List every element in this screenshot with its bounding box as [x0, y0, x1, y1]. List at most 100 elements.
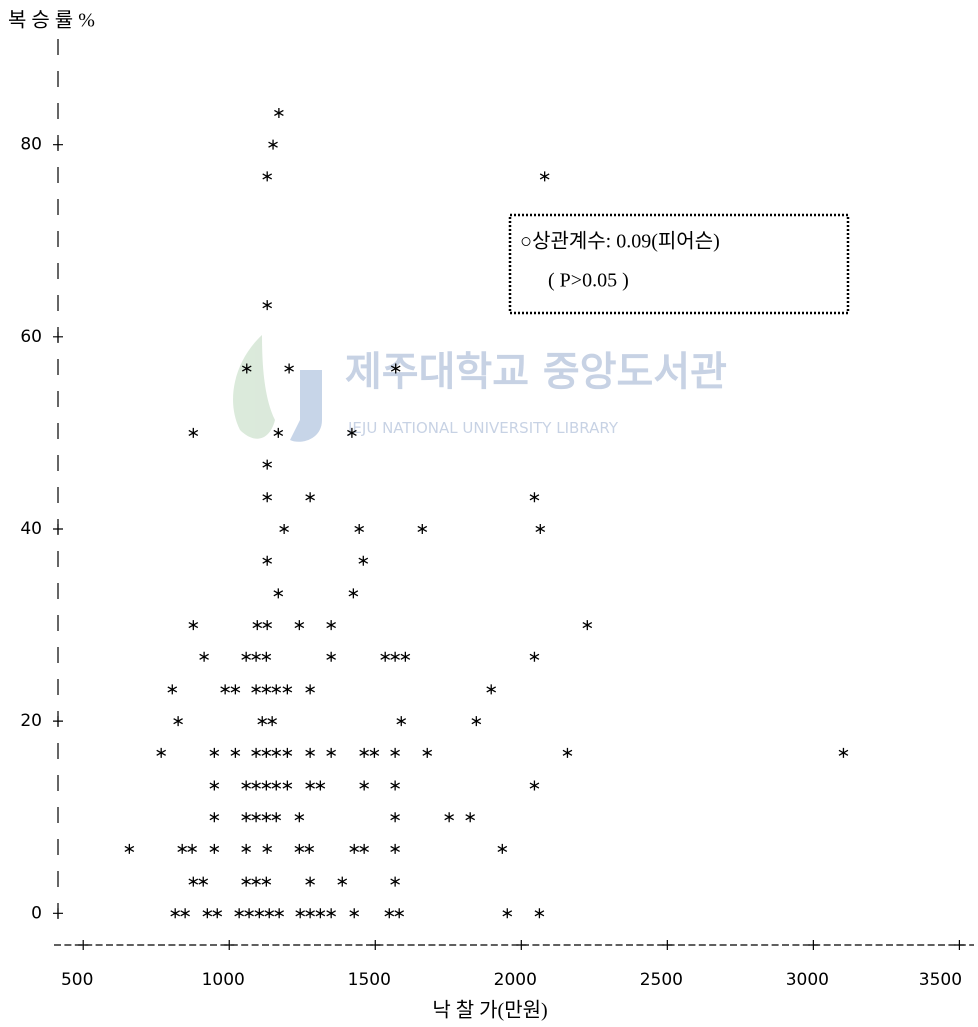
- y-tick-label: 0: [31, 903, 42, 923]
- y-tick-label: 20: [20, 711, 42, 731]
- point: [209, 843, 220, 854]
- y-tick-label: 80: [20, 135, 42, 155]
- point: [177, 843, 188, 854]
- point: [241, 780, 251, 791]
- x-tick-label: 2500: [640, 970, 683, 990]
- point: [326, 651, 336, 662]
- point: [444, 812, 454, 823]
- point: [396, 716, 407, 727]
- point: [262, 492, 273, 503]
- point: [535, 523, 546, 534]
- point: [838, 747, 849, 758]
- point: [257, 716, 268, 727]
- point: [202, 908, 213, 919]
- point: [305, 492, 315, 503]
- point: [173, 716, 183, 727]
- point: [390, 363, 401, 374]
- point: [384, 908, 395, 919]
- watermark-text: 제주대학교 중앙도서관: [345, 349, 727, 395]
- point: [209, 812, 220, 823]
- point: [390, 651, 400, 662]
- point: [261, 747, 272, 758]
- point: [529, 651, 540, 662]
- point: [380, 651, 391, 662]
- point: [369, 747, 380, 758]
- point: [241, 812, 251, 823]
- point: [212, 908, 223, 919]
- point: [234, 908, 244, 919]
- point: [326, 620, 336, 631]
- point: [562, 747, 573, 758]
- point: [251, 747, 261, 758]
- point: [124, 843, 135, 854]
- x-tick: [516, 940, 527, 950]
- point: [390, 876, 400, 887]
- point: [262, 171, 273, 182]
- point: [267, 716, 277, 727]
- point: [180, 908, 190, 919]
- point: [394, 908, 405, 919]
- point: [262, 300, 273, 311]
- chart-title: 복 승 률 %: [8, 9, 95, 32]
- x-tick: [370, 940, 381, 950]
- point: [471, 716, 482, 727]
- point: [486, 684, 497, 695]
- point: [156, 747, 167, 758]
- point: [271, 747, 282, 758]
- point: [262, 620, 273, 631]
- x-tick-label: 2000: [494, 970, 537, 990]
- point: [529, 780, 540, 791]
- x-tick-label: 1500: [348, 970, 391, 990]
- x-tick: [954, 940, 965, 950]
- point: [465, 812, 476, 823]
- x-tick: [78, 940, 89, 950]
- point: [582, 620, 593, 631]
- point: [305, 747, 315, 758]
- point: [264, 908, 275, 919]
- point: [209, 747, 220, 758]
- point: [497, 843, 508, 854]
- point: [422, 747, 433, 758]
- y-tick: [53, 523, 63, 534]
- point: [502, 908, 513, 919]
- y-tick-label: 60: [20, 327, 42, 347]
- point: [539, 171, 550, 182]
- point: [251, 780, 261, 791]
- watermark: 제주대학교 중앙도서관 JEJU NATIONAL UNIVERSITY LIB…: [233, 335, 727, 442]
- point: [274, 107, 284, 118]
- point: [294, 843, 305, 854]
- point: [326, 908, 336, 919]
- point: [337, 876, 348, 887]
- point: [261, 651, 272, 662]
- point: [251, 684, 261, 695]
- point: [305, 908, 315, 919]
- point: [400, 651, 411, 662]
- point: [273, 588, 284, 599]
- point: [262, 459, 273, 470]
- point: [315, 780, 326, 791]
- point: [268, 139, 278, 150]
- point: [295, 908, 306, 919]
- point: [390, 812, 400, 823]
- x-tick-label: 500: [61, 970, 93, 990]
- point: [305, 876, 315, 887]
- annotation-line: ( P>0.05 ): [548, 270, 629, 292]
- point: [167, 684, 178, 695]
- point: [251, 876, 261, 887]
- y-tick: [53, 716, 63, 727]
- point: [188, 427, 199, 438]
- annotation-line: ○상관계수: 0.09(피어슨): [520, 230, 720, 253]
- point: [529, 492, 540, 503]
- point: [282, 684, 293, 695]
- point: [170, 908, 181, 919]
- point: [188, 876, 199, 887]
- point: [354, 523, 365, 534]
- point: [198, 876, 209, 887]
- point: [349, 908, 360, 919]
- point: [294, 620, 305, 631]
- watermark-subtext: JEJU NATIONAL UNIVERSITY LIBRARY: [347, 419, 619, 437]
- point: [417, 523, 428, 534]
- x-axis-label: 낙 찰 가(만원): [432, 999, 547, 1022]
- point: [262, 555, 273, 566]
